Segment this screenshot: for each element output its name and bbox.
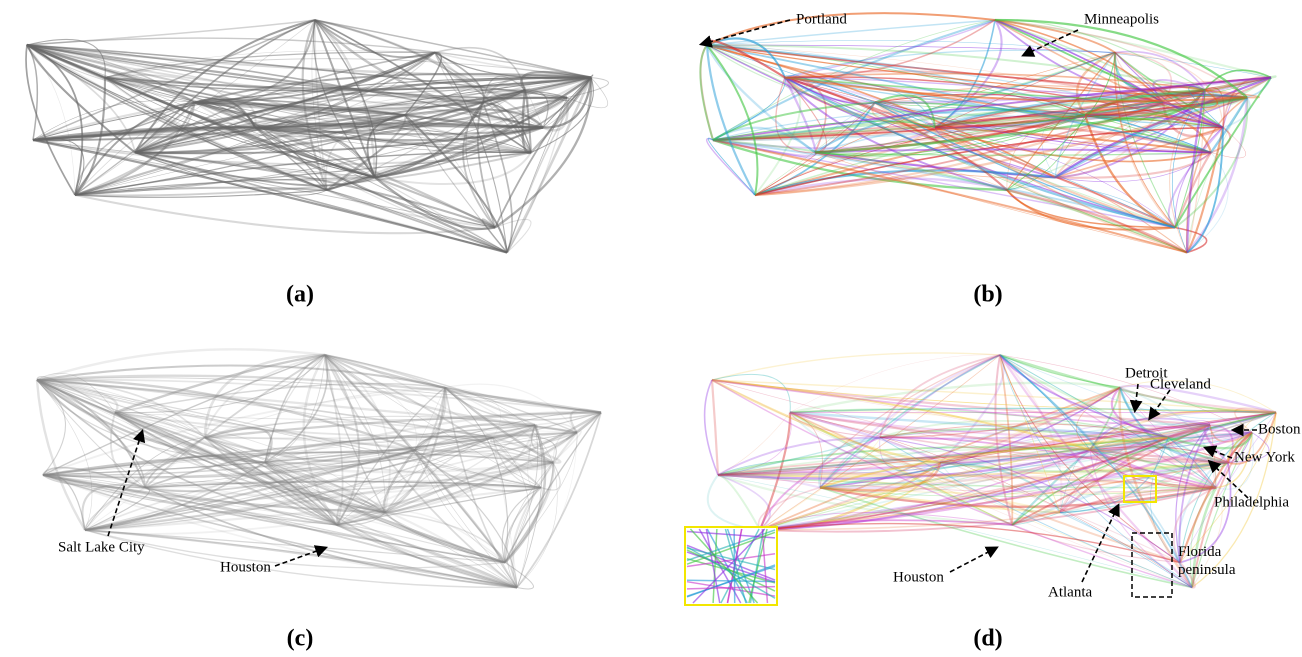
edge [708, 475, 760, 530]
panel-label: (c) [287, 626, 314, 652]
annotation: Florida peninsula [1178, 543, 1248, 579]
edge-bundles [26, 13, 1276, 589]
edge [700, 45, 713, 140]
annotation: Salt Lake City [58, 539, 145, 555]
inset-edge [734, 529, 735, 603]
annotation: Houston [220, 559, 271, 575]
panel-label: (d) [973, 626, 1002, 652]
panel-label: (a) [286, 282, 314, 308]
edge [1055, 178, 1187, 253]
annotation: Houston [893, 569, 944, 585]
edge [375, 178, 507, 253]
annotation: Cleveland [1150, 376, 1211, 392]
figure-canvas: (a) (b) (c) (d) Portland Minneapolis Sal… [0, 0, 1302, 657]
edge [1012, 525, 1180, 563]
annotation: Atlanta [1048, 584, 1092, 600]
annotation: Portland [796, 11, 847, 27]
figure: (a) (b) (c) (d) Portland Minneapolis Sal… [0, 0, 1302, 657]
annotation: Minneapolis [1084, 11, 1159, 27]
annotation: Boston [1258, 421, 1301, 437]
annotation: New York [1234, 449, 1295, 465]
panel-label: (b) [973, 282, 1002, 308]
annotation: Philadelphia [1214, 494, 1289, 510]
